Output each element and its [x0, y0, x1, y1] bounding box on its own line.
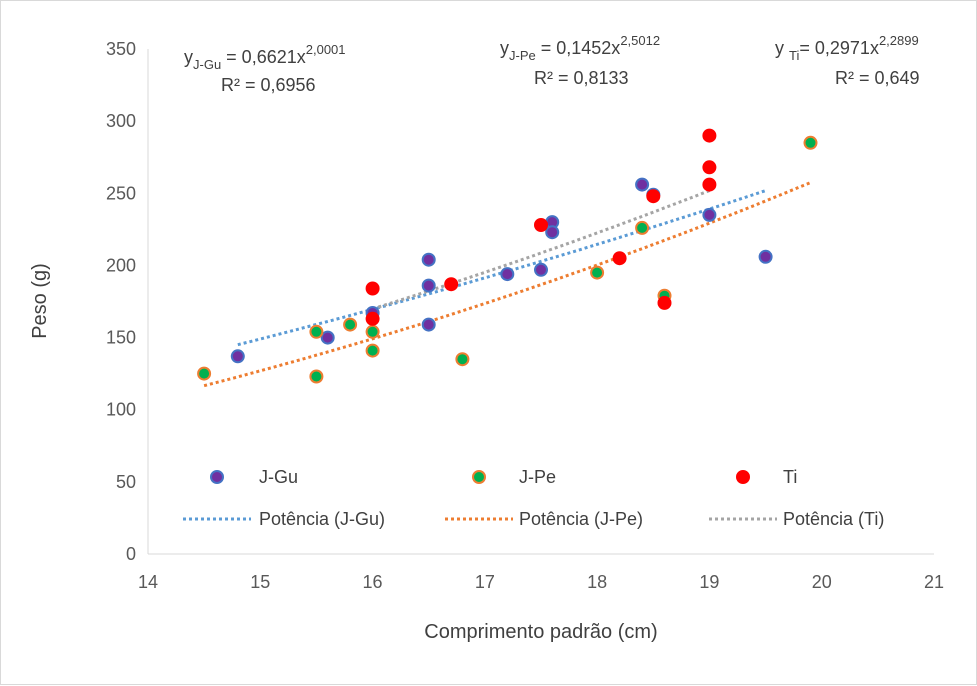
data-point: [320, 330, 335, 345]
data-point: [612, 251, 627, 266]
equation-text-jpe: yJ-Pe = 0,1452x2,5012: [500, 33, 660, 63]
equation-text-jgu: yJ-Gu = 0,6621x2,0001: [184, 42, 346, 72]
equation-text-ti: y Ti= 0,2971x2,2899: [775, 33, 919, 63]
data-point: [702, 207, 717, 222]
data-point: [702, 160, 717, 175]
legend-label-ti: Ti: [783, 467, 797, 487]
y-tick-label: 0: [126, 544, 136, 564]
equation-jpe: yJ-Pe = 0,1452x2,5012 R² = 0,8133: [500, 33, 660, 88]
legend-item-jpe: J-Pe: [472, 467, 556, 487]
x-tick-label: 19: [699, 572, 719, 592]
data-point: [365, 281, 380, 296]
y-tick-label: 350: [106, 39, 136, 59]
y-tick-label: 250: [106, 183, 136, 203]
x-tick-label: 14: [138, 572, 158, 592]
data-point: [444, 277, 459, 292]
equation-ti: y Ti= 0,2971x2,2899 R² = 0,649: [775, 33, 920, 88]
y-tick-label: 50: [116, 472, 136, 492]
data-point: [590, 265, 605, 280]
data-point: [421, 317, 436, 332]
data-point: [343, 317, 358, 332]
data-point: [545, 225, 560, 240]
data-point: [803, 135, 818, 150]
legend-item-trend-jpe: Potência (J-Pe): [445, 509, 643, 529]
y-tick-label: 300: [106, 111, 136, 131]
data-point: [365, 311, 380, 326]
legend-item-trend-ti: Potência (Ti): [709, 509, 884, 529]
x-tick-label: 20: [812, 572, 832, 592]
trendline: [372, 189, 710, 311]
x-axis-title: Comprimento padrão (cm): [424, 621, 657, 643]
data-point: [230, 349, 245, 364]
x-tick-label: 15: [250, 572, 270, 592]
data-point: [309, 369, 324, 384]
legend-item-jgu: J-Gu: [210, 467, 298, 487]
legend-label-jpe: J-Pe: [519, 467, 556, 487]
equation-jgu: yJ-Gu = 0,6621x2,0001 R² = 0,6956: [184, 42, 346, 95]
data-point: [365, 324, 380, 339]
y-tick-label: 150: [106, 328, 136, 348]
r2-text-jpe: R² = 0,8133: [534, 68, 629, 88]
data-point: [534, 218, 548, 232]
legend-marker-jpe: [472, 470, 486, 484]
x-tick-label: 21: [924, 572, 944, 592]
data-point: [455, 352, 470, 367]
trendline: [203, 181, 812, 388]
x-tick-label: 18: [587, 572, 607, 592]
r2-text-jgu: R² = 0,6956: [221, 75, 316, 95]
legend-label-trend-ti: Potência (Ti): [783, 509, 884, 529]
data-point: [646, 189, 661, 204]
trendline: [237, 189, 767, 347]
data-point: [309, 324, 324, 339]
data-points: [197, 128, 818, 384]
trendlines: [203, 181, 812, 388]
x-tick-label: 17: [475, 572, 495, 592]
legend-label-trend-jgu: Potência (J-Gu): [259, 509, 385, 529]
legend-marker-ti: [736, 470, 750, 484]
y-tick-label: 200: [106, 255, 136, 275]
y-tick-labels: 0 50 100 150 200 250 300 350: [106, 39, 136, 564]
legend-item-trend-jgu: Potência (J-Gu): [183, 509, 385, 529]
data-point: [534, 262, 548, 277]
data-point: [500, 267, 515, 282]
r2-text-ti: R² = 0,649: [835, 68, 920, 88]
data-point: [702, 177, 717, 192]
data-point: [365, 343, 380, 358]
data-point: [702, 128, 717, 143]
x-tick-label: 16: [363, 572, 383, 592]
legend-item-ti: Ti: [736, 467, 797, 487]
legend-label-jgu: J-Gu: [259, 467, 298, 487]
data-point: [635, 220, 650, 235]
y-tick-label: 100: [106, 400, 136, 420]
data-point: [421, 278, 436, 293]
y-axis-title: Peso (g): [29, 263, 51, 339]
legend-marker-jgu: [210, 470, 224, 484]
data-point: [421, 252, 436, 267]
data-point: [197, 366, 212, 381]
data-point: [657, 295, 672, 310]
x-tick-labels: 14 15 16 17 18 19 20 21: [138, 572, 944, 592]
legend-label-trend-jpe: Potência (J-Pe): [519, 509, 643, 529]
data-point: [635, 177, 650, 192]
axes: [147, 49, 934, 555]
data-point: [758, 249, 773, 264]
legend: J-Gu J-Pe Ti Potência (J-Gu) Potência (J…: [183, 467, 884, 529]
